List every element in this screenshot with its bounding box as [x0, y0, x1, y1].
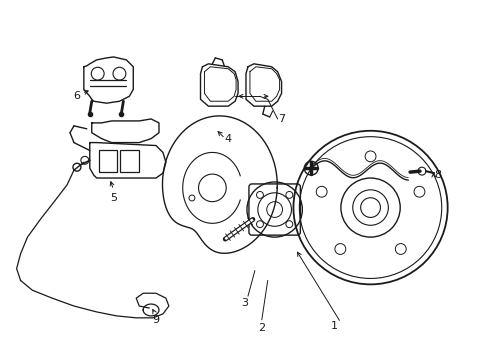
- Bar: [120, 150, 139, 172]
- Text: 5: 5: [110, 193, 117, 203]
- Text: 8: 8: [433, 170, 441, 180]
- Text: 2: 2: [258, 323, 265, 333]
- Bar: [99, 150, 117, 172]
- Text: 9: 9: [152, 315, 159, 325]
- Text: 1: 1: [330, 321, 337, 331]
- Text: 4: 4: [224, 134, 231, 144]
- Text: 7: 7: [278, 114, 285, 124]
- Text: 6: 6: [73, 91, 80, 101]
- Text: 3: 3: [241, 298, 248, 308]
